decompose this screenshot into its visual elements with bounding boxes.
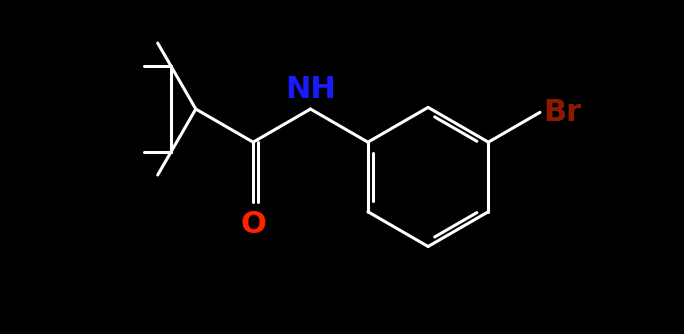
Text: NH: NH (285, 75, 336, 104)
Text: O: O (240, 210, 266, 239)
Text: Br: Br (543, 98, 581, 127)
